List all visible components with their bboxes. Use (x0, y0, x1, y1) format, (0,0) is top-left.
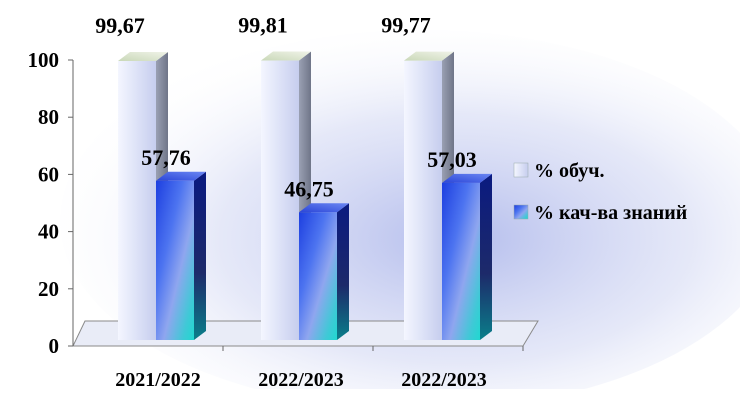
bar-front (261, 60, 299, 341)
bar-front (156, 180, 194, 340)
bar-side (480, 173, 492, 340)
data-label: 99,67 (95, 13, 145, 38)
bar-front (442, 182, 480, 340)
bar (156, 171, 206, 340)
bar (442, 173, 492, 340)
data-label: 57,76 (141, 145, 191, 170)
bar (299, 203, 349, 340)
x-tick-label: 2022/2023 (401, 369, 487, 389)
bars (118, 51, 492, 341)
bar-side (337, 203, 349, 340)
y-tick-label: 80 (38, 105, 59, 129)
x-tick-label: 2021/2022 (115, 369, 201, 389)
bar-top (404, 51, 454, 61)
data-label: 99,77 (381, 13, 431, 38)
y-tick-label: 100 (28, 48, 60, 72)
bar-top (442, 173, 492, 183)
y-tick-label: 20 (38, 277, 59, 301)
legend-label: % кач-ва знаний (534, 202, 687, 224)
y-tick-label: 40 (38, 220, 59, 244)
background-glow (60, 30, 740, 394)
legend-swatch-kachestvo (513, 204, 529, 220)
bar-top (156, 171, 206, 181)
value-labels: 99,67 57,76 99,81 46,75 99,77 57,03 (95, 13, 477, 202)
data-label: 46,75 (284, 176, 334, 201)
legend-swatch-obuch (513, 162, 529, 178)
legend: % обуч. % кач-ва знаний (513, 160, 687, 224)
bar-top (299, 203, 349, 213)
y-tick-label: 0 (49, 334, 60, 358)
legend-label: % обуч. (534, 160, 605, 182)
bar-front (404, 60, 442, 340)
bar-front (299, 212, 337, 340)
x-axis-labels: 2021/2022 2022/2023 2022/2023 (115, 369, 487, 391)
x-tick-label: 2022/2023 (258, 369, 344, 389)
bar-top (261, 51, 311, 61)
data-label: 99,81 (238, 13, 288, 38)
y-axis: 0 20 40 60 80 100 (28, 48, 524, 358)
bar-front (118, 60, 156, 341)
bar-side (194, 171, 206, 340)
data-label: 57,03 (427, 147, 477, 172)
bar-top (118, 51, 168, 61)
y-tick-label: 60 (38, 162, 59, 186)
